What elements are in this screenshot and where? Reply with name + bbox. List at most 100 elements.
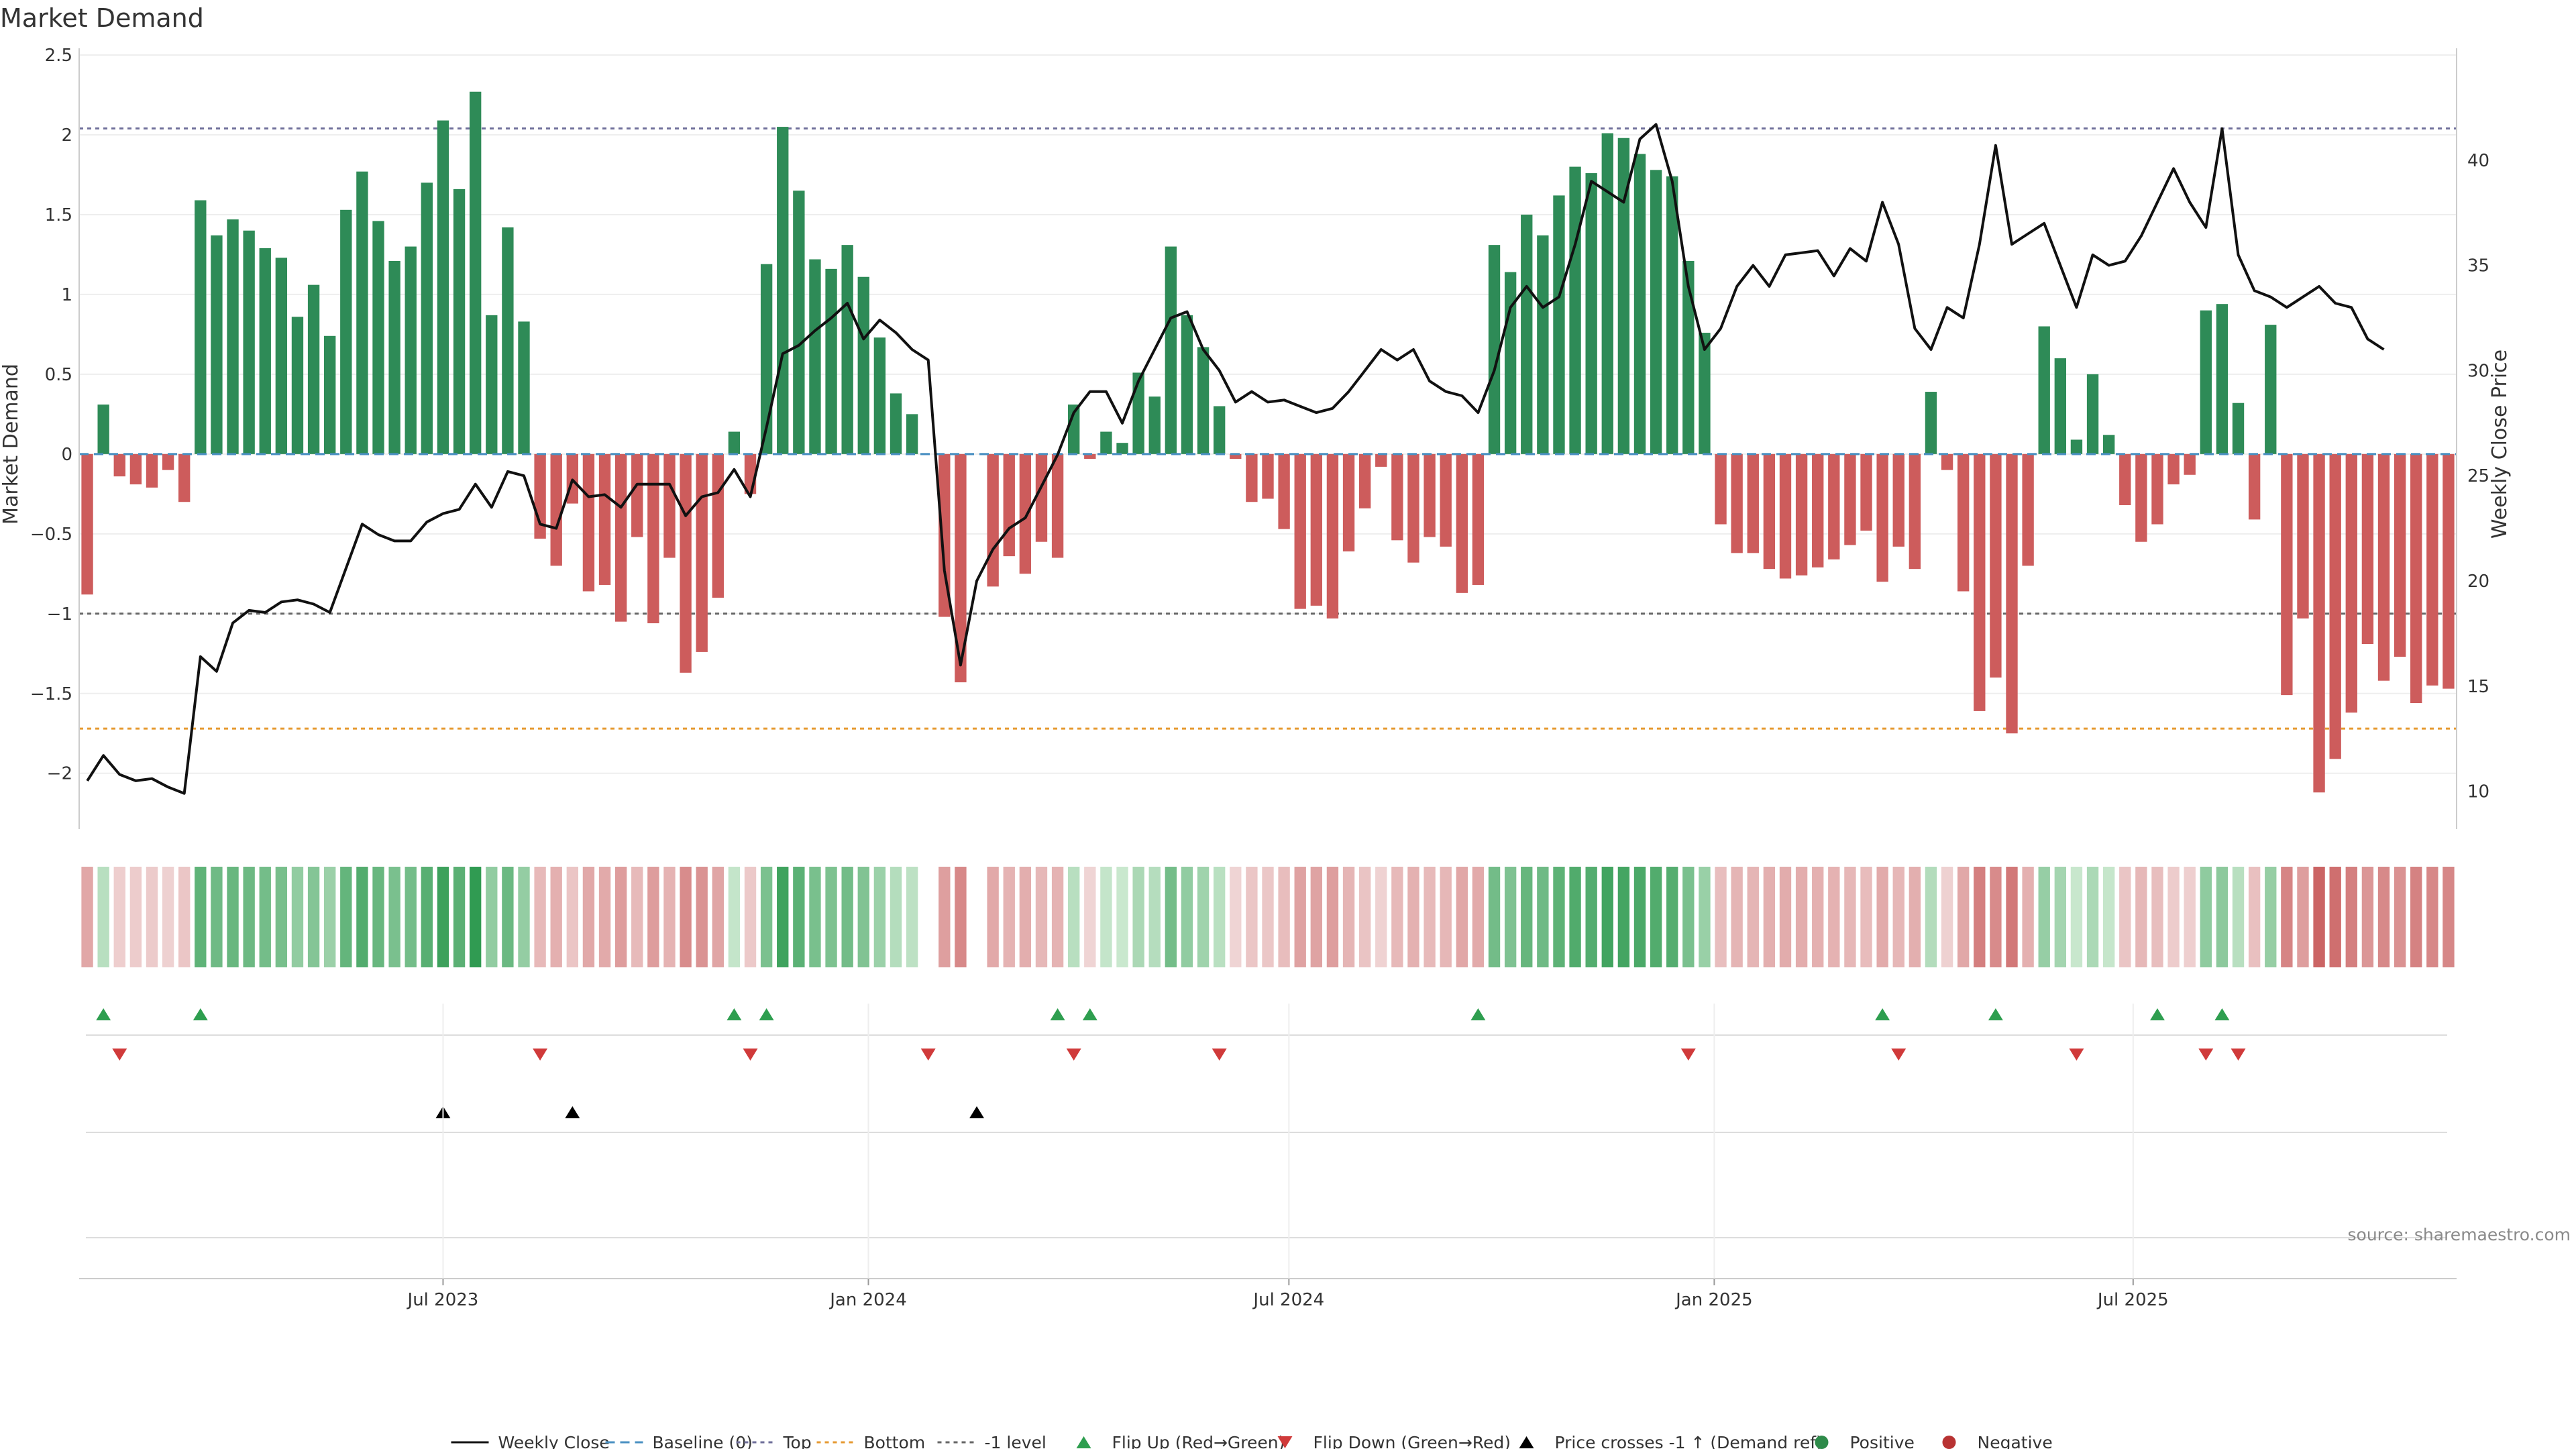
heat-cell-negative [1456, 867, 1468, 967]
source-note: source: sharemaestro.com [2348, 1225, 2571, 1244]
bar-positive [2265, 325, 2277, 454]
legend-label: Flip Down (Green→Red) [1313, 1433, 1511, 1449]
heat-cell-positive [372, 867, 384, 967]
bar-positive [1666, 176, 1678, 454]
legend-item-bottom: Bottom [816, 1433, 925, 1449]
flip-up-marker [759, 1008, 774, 1020]
flip-up-marker [727, 1008, 742, 1020]
legend-item-price-cross: Price crosses -1 ↑ (Demand ref) [1519, 1433, 1823, 1449]
heat-cell-negative [1909, 867, 1921, 967]
heat-cell-negative [696, 867, 708, 967]
bar-negative [1941, 453, 1953, 470]
bar-positive [1601, 133, 1613, 454]
bar-negative [1424, 453, 1436, 537]
bar-positive [453, 189, 466, 454]
bar-negative [1019, 453, 1032, 574]
y-tick-label-right: 35 [2467, 256, 2489, 276]
heat-cell-negative [712, 867, 724, 967]
heat-cell-negative [2281, 867, 2293, 967]
bar-positive [1553, 195, 1565, 454]
y-tick-label-left: 2.5 [45, 46, 72, 66]
bar-negative [2022, 453, 2034, 566]
heat-cell-negative [1035, 867, 1048, 967]
flip-up-marker [2149, 1008, 2165, 1020]
flip-down-marker [112, 1049, 127, 1061]
legend-item-flip-down: Flip Down (Green→Red) [1277, 1433, 1511, 1449]
heat-cell-negative [2119, 867, 2131, 967]
heat-cell-positive [2038, 867, 2050, 967]
bar-negative [129, 453, 142, 485]
price-cross-marker [565, 1106, 580, 1118]
bar-negative [1003, 453, 1015, 557]
bar-positive [2038, 326, 2050, 454]
bar-positive [1585, 173, 1597, 454]
reference-levels [79, 127, 2457, 730]
heat-cell-negative [938, 867, 951, 967]
legend-label: Negative [1978, 1433, 2053, 1449]
bar-negative [2394, 453, 2406, 657]
axes [78, 48, 2457, 829]
bar-negative [2410, 453, 2422, 704]
y-tick-label-right: 25 [2467, 466, 2489, 486]
bar-positive [437, 120, 449, 454]
y-tick-label-left: 1 [61, 285, 72, 305]
y-tick-label-left: 0.5 [45, 365, 72, 385]
legend-label: Weekly Close [498, 1433, 610, 1449]
legend-swatch [1076, 1436, 1091, 1448]
x-tick-label: Jan 2025 [1674, 1290, 1753, 1310]
heat-cell-negative [1358, 867, 1371, 967]
bar-negative [178, 453, 191, 502]
x-tick-label: Jul 2024 [1252, 1290, 1324, 1310]
bar-negative [1440, 453, 1452, 547]
heat-cell-positive [906, 867, 918, 967]
bar-positive [275, 258, 288, 454]
heat-cell-positive [227, 867, 239, 967]
bar-positive [1181, 315, 1193, 454]
bar-negative [1278, 453, 1290, 529]
heat-cell-negative [1828, 867, 1840, 967]
heat-cell-negative [1731, 867, 1743, 967]
heat-cell-negative [566, 867, 578, 967]
x-tick-label: Jan 2024 [828, 1290, 907, 1310]
heat-cell-positive [1699, 867, 1711, 967]
heat-cell-negative [1262, 867, 1274, 967]
legend-item-flip-up: Flip Up (Red→Green) [1076, 1433, 1285, 1449]
heat-cell-negative [1440, 867, 1452, 967]
heat-cell-negative [1246, 867, 1258, 967]
heat-cell-positive [1633, 867, 1646, 967]
x-date-ticks: Jul 2023 Jan 2024 Jul 2024 Jan 2025 Jul 2025 [79, 1004, 2457, 1310]
bar-negative [1391, 453, 1403, 541]
legend-item-top: Top [736, 1433, 812, 1449]
heat-cell-positive [1585, 867, 1597, 967]
heat-cell-positive [2265, 867, 2277, 967]
bar-positive [1132, 372, 1144, 454]
bar-negative [1246, 453, 1258, 502]
heat-cell-positive [1488, 867, 1501, 967]
heat-cell-negative [1860, 867, 1872, 967]
bar-negative [1358, 453, 1371, 508]
flip-down-marker [1680, 1049, 1696, 1061]
bar-positive [291, 317, 304, 454]
heat-cell-negative [2151, 867, 2163, 967]
heat-cell-negative [1472, 867, 1485, 967]
heat-cell-positive [405, 867, 417, 967]
y-tick-label-left: 2 [61, 125, 72, 146]
heat-cell-negative [1990, 867, 2002, 967]
bar-positive [2102, 435, 2115, 454]
bar-negative [2006, 453, 2018, 734]
demand-heat-strip [81, 867, 2455, 967]
heat-cell-positive [1553, 867, 1565, 967]
bar-negative [1035, 453, 1048, 542]
bar-negative [955, 453, 967, 683]
bar-negative [1294, 453, 1306, 609]
bar-positive [243, 230, 255, 454]
heat-cell-negative [1051, 867, 1064, 967]
bar-negative [1407, 453, 1419, 563]
heat-cell-positive [1181, 867, 1193, 967]
heat-cell-negative [614, 867, 627, 967]
heat-cell-positive [1537, 867, 1549, 967]
bar-negative [1795, 453, 1808, 576]
bar-positive [307, 284, 320, 454]
heat-cell-positive [97, 867, 109, 967]
heat-cell-negative [1342, 867, 1355, 967]
